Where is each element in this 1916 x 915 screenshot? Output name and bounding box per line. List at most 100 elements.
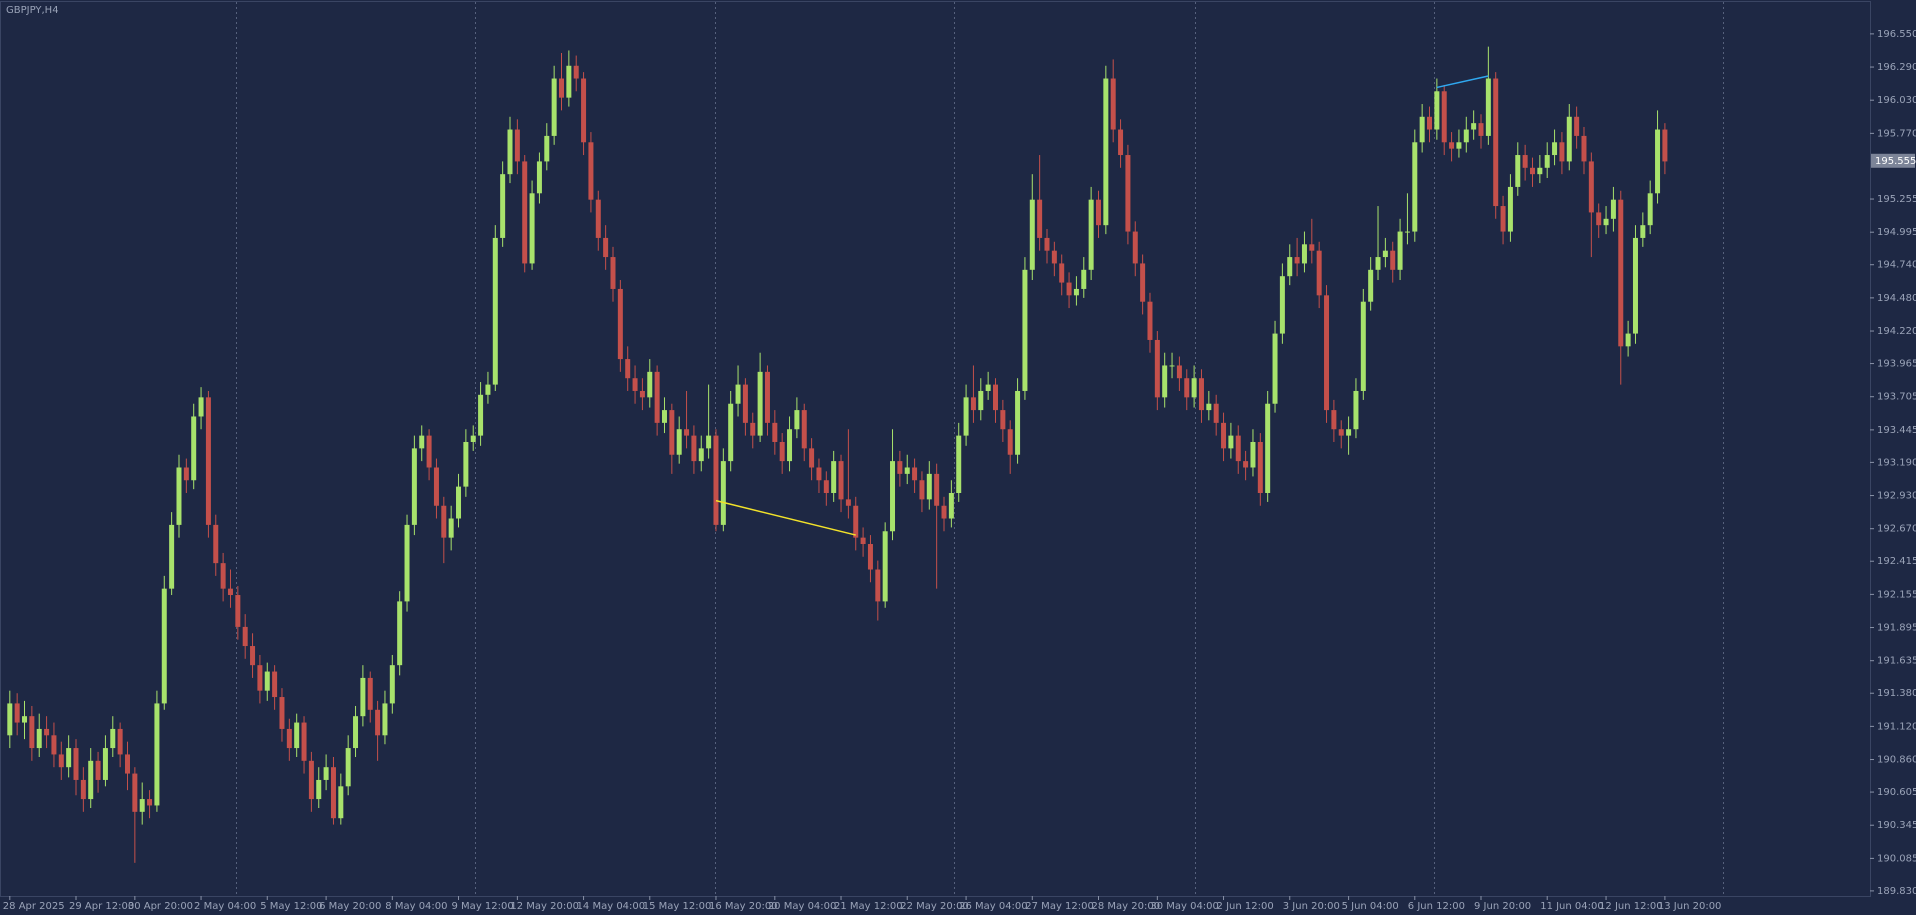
y-tick-label: 194.220 xyxy=(1877,326,1916,337)
candle-body xyxy=(654,371,660,423)
candle-body xyxy=(772,422,778,442)
candle-body xyxy=(1007,429,1013,455)
x-tick-label: 30 May 04:00 xyxy=(1150,901,1219,912)
candle-body xyxy=(1184,378,1190,398)
candle-body xyxy=(73,748,79,780)
candle-body xyxy=(330,767,336,819)
candle-body xyxy=(735,384,741,404)
candle-body xyxy=(1485,78,1491,136)
candle-body xyxy=(1110,78,1116,130)
candle-body xyxy=(1603,218,1609,226)
candle-body xyxy=(948,492,954,519)
candle-body xyxy=(1655,129,1661,194)
candle-body xyxy=(1537,167,1543,175)
candle-body xyxy=(1500,206,1506,232)
y-tick-label: 193.965 xyxy=(1877,359,1916,370)
candle-body xyxy=(1221,422,1227,449)
candle-body xyxy=(1625,333,1631,347)
candle-body xyxy=(1103,78,1109,226)
candle-body xyxy=(205,397,211,525)
x-tick-label: 9 Jun 20:00 xyxy=(1474,901,1531,912)
x-tick-label: 12 Jun 12:00 xyxy=(1599,901,1663,912)
y-tick-label: 196.290 xyxy=(1877,62,1916,73)
candle-body xyxy=(1632,237,1638,334)
candle-body xyxy=(1118,129,1124,156)
candle-body xyxy=(213,524,219,564)
candle-body xyxy=(308,760,314,800)
candle-body xyxy=(669,410,675,455)
candle-body xyxy=(1324,295,1330,411)
candle-body xyxy=(235,595,241,627)
candle-body xyxy=(58,754,64,768)
candle-body xyxy=(1463,129,1469,143)
candle-body xyxy=(1390,250,1396,270)
candle-body xyxy=(720,461,726,525)
candle-body xyxy=(1051,250,1057,264)
x-tick-label: 5 Jun 04:00 xyxy=(1342,901,1399,912)
candle-body xyxy=(1427,116,1433,130)
candle-body xyxy=(581,78,587,143)
candle-body xyxy=(257,665,263,691)
candle-body xyxy=(323,767,329,780)
candle-body xyxy=(970,397,976,411)
candle-body xyxy=(661,410,667,423)
candle-body xyxy=(1265,403,1271,493)
candle-body xyxy=(801,410,807,449)
candle-body xyxy=(1000,410,1006,430)
candle-body xyxy=(279,697,285,729)
x-tick-label: 2 Jun 12:00 xyxy=(1217,901,1274,912)
candle-body xyxy=(1088,199,1094,270)
y-tick-label: 192.415 xyxy=(1877,556,1916,567)
candle-body xyxy=(647,371,653,398)
candle-body xyxy=(441,505,447,538)
x-tick-label: 20 May 04:00 xyxy=(768,901,837,912)
candle-body xyxy=(1316,250,1322,296)
candle-body xyxy=(1507,186,1513,232)
candle-body xyxy=(764,371,770,423)
candle-body xyxy=(1346,429,1352,436)
candle-body xyxy=(448,518,454,538)
candle-body xyxy=(1228,435,1234,449)
candle-body xyxy=(1044,237,1050,251)
x-tick-label: 29 Apr 12:00 xyxy=(69,901,134,912)
x-tick-label: 9 May 12:00 xyxy=(452,901,514,912)
candle-body xyxy=(1456,142,1462,149)
candle-body xyxy=(1434,91,1440,130)
candle-body xyxy=(809,448,815,468)
y-tick-label: 195.255 xyxy=(1877,194,1916,205)
candle-body xyxy=(1515,155,1521,187)
candle-body xyxy=(161,588,167,704)
candle-body xyxy=(1029,199,1035,270)
y-tick-label: 191.895 xyxy=(1877,623,1916,634)
candle-body xyxy=(51,735,57,755)
candle-body xyxy=(1397,231,1403,270)
candle-body xyxy=(286,728,292,749)
candle-body xyxy=(1294,257,1300,264)
y-tick-label: 195.770 xyxy=(1877,128,1916,139)
candle-body xyxy=(88,760,94,800)
y-tick-label: 192.670 xyxy=(1877,524,1916,535)
candle-body xyxy=(242,626,248,647)
candle-body xyxy=(904,467,910,474)
candle-body xyxy=(1147,301,1153,340)
candle-body xyxy=(1154,339,1160,398)
candle-body xyxy=(1368,269,1374,302)
candle-body xyxy=(588,142,594,200)
candle-body xyxy=(522,161,528,264)
y-tick-label: 194.995 xyxy=(1877,227,1916,238)
candle-body xyxy=(264,671,270,691)
candle-body xyxy=(1478,123,1484,136)
candle-body xyxy=(1353,390,1359,430)
candle-body xyxy=(250,646,256,666)
candle-body xyxy=(698,448,704,462)
candle-body xyxy=(1382,250,1388,258)
candle-body xyxy=(132,773,138,812)
candle-body xyxy=(890,461,896,532)
candle-body xyxy=(1169,365,1175,367)
y-tick-label: 193.190 xyxy=(1877,457,1916,468)
candle-body xyxy=(1566,116,1572,162)
candle-body xyxy=(183,467,189,481)
candle-body xyxy=(456,486,462,519)
x-tick-label: 11 Jun 04:00 xyxy=(1540,901,1604,912)
trendline xyxy=(1436,75,1489,89)
